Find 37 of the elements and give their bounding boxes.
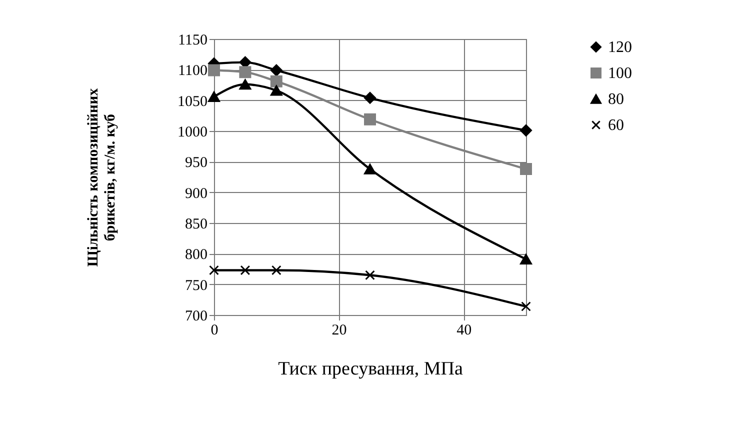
point — [209, 265, 219, 276]
point — [520, 124, 532, 136]
point — [270, 85, 282, 96]
x-tick-label: 20 — [332, 322, 347, 338]
y-tick-label: 1150 — [178, 32, 208, 48]
y-tick-label: 900 — [185, 186, 208, 202]
point — [271, 265, 282, 276]
y-tick-label: 950 — [185, 155, 208, 172]
point — [208, 64, 220, 76]
x-tick-label: 0 — [210, 322, 218, 338]
y-tick-label: 1050 — [178, 94, 208, 110]
y-tick-label: 1000 — [178, 124, 208, 140]
point — [364, 92, 376, 104]
legend-label: 100 — [608, 65, 632, 82]
point — [270, 64, 282, 76]
point — [208, 91, 220, 102]
point — [364, 113, 376, 126]
point — [240, 265, 250, 276]
point — [364, 164, 376, 174]
y-tick-label: 800 — [185, 247, 208, 264]
point — [521, 301, 531, 312]
y-tick-label: 850 — [185, 216, 208, 232]
point — [239, 79, 252, 90]
x-tick-label: 40 — [456, 322, 472, 338]
legend-label: 80 — [608, 91, 624, 108]
legend-label: 120 — [608, 39, 632, 56]
point — [365, 270, 375, 280]
y-tick-label: 750 — [185, 278, 208, 294]
legend-label: 60 — [608, 117, 624, 134]
y-tick-label: 700 — [185, 308, 208, 324]
point — [239, 66, 252, 78]
point — [270, 75, 282, 88]
x-axis-title: Тиск пресування, МПа — [278, 358, 464, 380]
y-tick-label: 1100 — [178, 63, 208, 80]
y-axis-title: Щільність композиційних брикетів, кг/м. куб — [86, 88, 118, 267]
point — [520, 254, 532, 264]
point — [520, 163, 532, 176]
